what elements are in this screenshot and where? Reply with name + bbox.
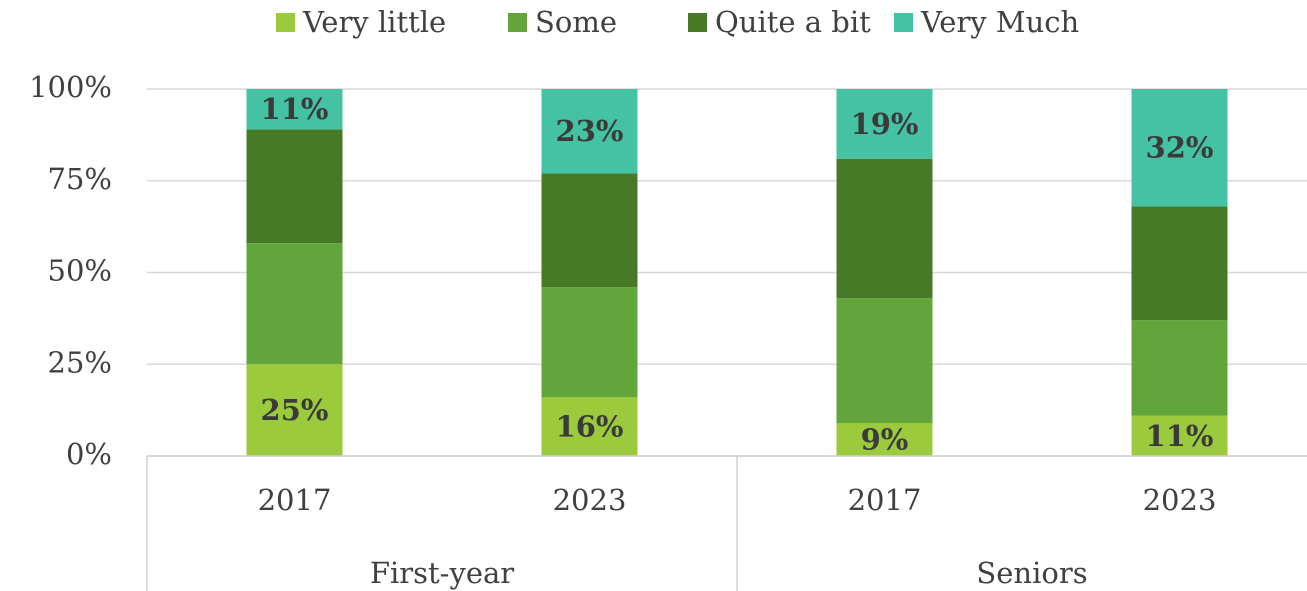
x-tick-label: 2023: [553, 483, 627, 517]
bar-segment: [541, 397, 638, 456]
legend-swatch: [688, 13, 707, 32]
group-label: Seniors: [976, 556, 1087, 590]
bar-segment: [1131, 89, 1228, 207]
data-label: 19%: [851, 107, 919, 141]
bar-segment: [1131, 206, 1228, 321]
y-tick-label: 50%: [48, 254, 112, 288]
bar-segment: [1131, 320, 1228, 416]
legend-label: Some: [535, 5, 617, 39]
x-tick-label: 2017: [258, 483, 332, 517]
y-tick-label: 0%: [66, 437, 112, 471]
bar-segment: [246, 243, 343, 365]
legend-label: Very Much: [920, 5, 1079, 39]
data-label: 32%: [1146, 131, 1214, 165]
data-label: 23%: [556, 114, 624, 148]
data-label: 11%: [261, 92, 329, 126]
legend-swatch: [276, 13, 295, 32]
bar-segment: [836, 422, 933, 456]
x-tick-label: 2017: [848, 483, 922, 517]
data-label: 16%: [556, 410, 624, 444]
legend-swatch: [508, 13, 527, 32]
legend-label: Quite a bit: [715, 5, 871, 39]
bar-segment: [836, 89, 933, 159]
bar-segment: [836, 158, 933, 299]
y-tick-label: 100%: [29, 70, 112, 104]
group-label: First-year: [370, 556, 514, 590]
bar-segment: [246, 89, 343, 130]
bar-segment: [1131, 415, 1228, 456]
data-label: 25%: [261, 393, 329, 427]
x-tick-label: 2023: [1143, 483, 1217, 517]
legend-label: Very little: [302, 5, 446, 39]
bar-segment: [836, 298, 933, 423]
bar-segment: [541, 89, 638, 174]
bar-segment: [246, 364, 343, 456]
bar-segment: [246, 129, 343, 244]
bar-segment: [541, 287, 638, 398]
y-tick-label: 75%: [48, 162, 112, 196]
data-label: 9%: [861, 422, 909, 456]
legend-swatch: [894, 13, 913, 32]
data-label: 11%: [1146, 419, 1214, 453]
y-tick-label: 25%: [48, 345, 112, 379]
bar-segment: [541, 173, 638, 288]
